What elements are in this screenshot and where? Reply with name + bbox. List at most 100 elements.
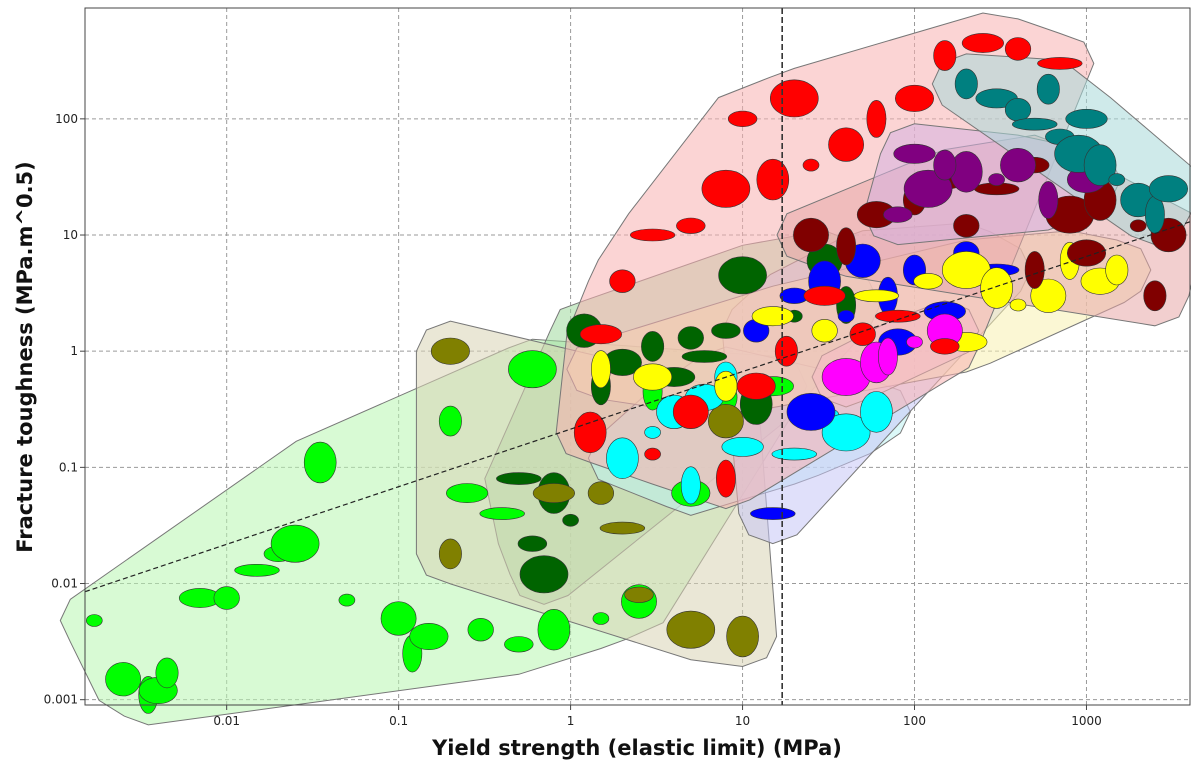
data-point — [774, 335, 798, 367]
data-point — [726, 615, 759, 658]
data-point — [409, 622, 449, 650]
data-point — [727, 110, 758, 127]
data-point — [213, 586, 240, 610]
data-point — [751, 306, 794, 327]
data-point — [606, 437, 639, 479]
data-point — [980, 267, 1013, 309]
data-point — [933, 149, 957, 181]
data-point — [519, 555, 569, 594]
data-point — [644, 447, 661, 461]
y-tick-label: 100 — [55, 112, 78, 126]
data-point — [906, 335, 923, 349]
data-point — [933, 40, 957, 71]
data-point — [1143, 280, 1167, 312]
data-point — [718, 256, 767, 295]
data-point — [155, 657, 179, 689]
material-data-points — [86, 33, 1189, 714]
data-point — [1083, 144, 1117, 186]
data-point — [756, 158, 790, 201]
y-axis-title: Fracture toughness (MPa.m^0.5) — [13, 161, 37, 553]
data-point — [878, 337, 898, 376]
data-point — [883, 206, 913, 223]
data-point — [961, 33, 1005, 53]
data-point — [517, 535, 548, 552]
data-point — [86, 614, 103, 627]
data-point — [1009, 298, 1027, 312]
data-point — [1105, 254, 1129, 286]
data-point — [828, 127, 865, 162]
data-point — [234, 563, 280, 577]
data-point — [676, 217, 706, 234]
data-point — [750, 507, 796, 520]
y-tick-label: 0.001 — [44, 693, 78, 707]
data-point — [836, 227, 857, 266]
x-tick-label: 10 — [735, 714, 750, 728]
data-point — [532, 483, 576, 504]
data-point — [573, 411, 607, 454]
data-point — [716, 459, 736, 498]
y-tick-label: 0.1 — [59, 460, 78, 474]
data-point — [714, 370, 738, 402]
data-point — [1149, 175, 1189, 203]
data-point — [380, 601, 417, 636]
x-tick-label: 1000 — [1071, 714, 1102, 728]
data-point — [430, 337, 470, 365]
data-point — [802, 158, 820, 172]
data-point — [1145, 195, 1165, 234]
data-point — [677, 326, 704, 350]
data-point — [866, 100, 887, 138]
x-tick-label: 100 — [903, 714, 926, 728]
plot-area-frame — [84, 7, 1191, 706]
data-point — [821, 413, 871, 452]
data-point — [860, 391, 893, 433]
data-point — [803, 285, 846, 306]
data-point — [562, 513, 579, 527]
data-point — [1129, 219, 1147, 233]
data-point — [629, 228, 676, 242]
data-point — [1024, 251, 1045, 289]
data-point — [711, 322, 741, 339]
data-point — [913, 273, 943, 290]
data-point — [537, 608, 571, 651]
data-point — [793, 217, 829, 253]
data-point — [672, 394, 709, 430]
data-point — [1067, 239, 1107, 267]
axis-ticks: 0.01 0.1 1 10 100 1000 0.001 0.01 0.1 1 10 100 — [44, 112, 1102, 728]
data-point — [105, 662, 142, 697]
data-point — [599, 521, 646, 535]
data-point — [303, 441, 337, 484]
guide-line — [84, 221, 1191, 593]
data-point — [438, 405, 462, 437]
data-point — [930, 338, 960, 355]
data-point — [1065, 109, 1108, 129]
data-point — [591, 350, 611, 389]
data-point — [641, 331, 665, 362]
data-point — [894, 84, 934, 112]
data-point — [467, 617, 494, 642]
x-tick-label: 0.01 — [213, 714, 240, 728]
reference-lines — [84, 8, 1191, 705]
data-point — [1036, 73, 1060, 105]
data-point — [438, 538, 462, 570]
data-point — [701, 169, 751, 208]
data-point — [849, 322, 876, 346]
data-point — [587, 481, 615, 505]
data-point — [508, 350, 557, 389]
data-point — [633, 363, 673, 391]
data-point — [681, 350, 728, 363]
data-point — [1004, 37, 1032, 61]
data-point — [579, 324, 623, 345]
data-point — [786, 392, 836, 431]
data-point — [853, 289, 900, 303]
data-point — [893, 143, 936, 164]
x-axis-title: Yield strength (elastic limit) (MPa) — [431, 736, 842, 760]
data-point — [1037, 57, 1083, 70]
y-tick-label: 0.01 — [51, 577, 78, 591]
data-point — [496, 472, 542, 485]
data-point — [988, 173, 1005, 186]
data-point — [769, 79, 819, 118]
data-point — [479, 507, 525, 520]
data-point — [504, 636, 534, 653]
data-point — [624, 586, 654, 603]
